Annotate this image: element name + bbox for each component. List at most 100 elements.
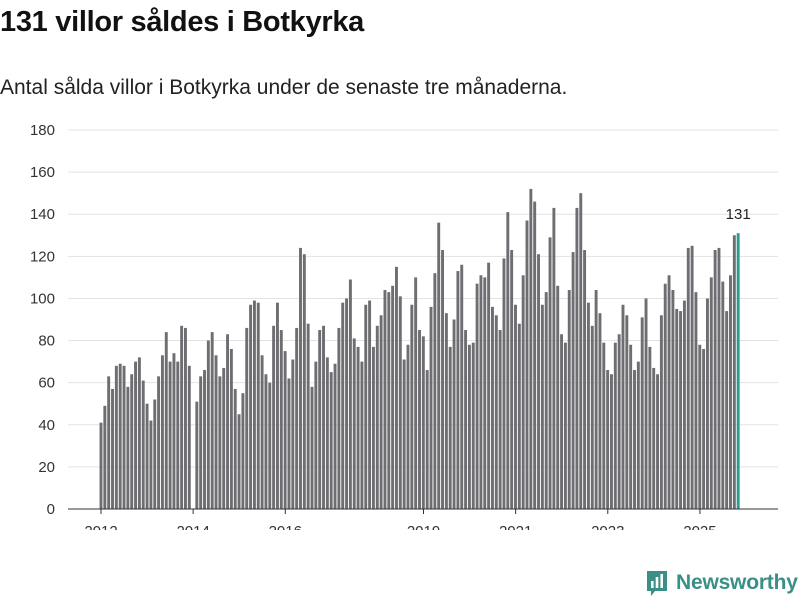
chart-subtitle: Antal sålda villor i Botkyrka under de s…	[0, 76, 568, 99]
bar	[548, 237, 552, 509]
bar	[111, 388, 114, 509]
y-tick-label: 60	[38, 375, 55, 392]
bar	[617, 334, 621, 509]
bar	[329, 372, 333, 509]
bar	[114, 365, 118, 509]
y-tick-label: 0	[47, 501, 55, 518]
bar	[544, 292, 548, 509]
bar	[99, 422, 103, 509]
bar	[560, 334, 564, 509]
bar	[287, 378, 291, 509]
bar	[483, 277, 487, 509]
bar	[341, 302, 345, 509]
bar	[732, 235, 736, 509]
bar	[713, 250, 717, 509]
bar	[705, 298, 709, 509]
y-tick-label: 80	[38, 333, 55, 350]
x-tick-label: 2023	[591, 523, 624, 530]
bar	[671, 290, 675, 509]
bar	[172, 353, 176, 509]
bar	[467, 344, 471, 509]
bar	[448, 346, 452, 509]
bar	[383, 290, 387, 509]
bar	[283, 351, 287, 509]
bar	[410, 304, 414, 509]
bar	[268, 382, 272, 509]
bar	[245, 327, 249, 509]
bar	[206, 340, 210, 509]
bar	[237, 414, 241, 509]
bar	[475, 283, 479, 509]
bar	[391, 285, 395, 509]
bar	[264, 374, 268, 509]
bar	[368, 300, 372, 509]
bar	[379, 315, 383, 509]
bar	[571, 252, 575, 509]
bar	[525, 220, 529, 509]
bar	[533, 201, 537, 509]
bar	[291, 359, 295, 509]
bar	[644, 298, 648, 509]
bar	[275, 302, 279, 509]
bar	[629, 344, 633, 509]
y-tick-label: 120	[30, 248, 55, 265]
bar	[702, 348, 706, 509]
bar	[433, 273, 437, 509]
bar	[164, 332, 168, 509]
bar	[371, 346, 375, 509]
bar	[636, 361, 640, 509]
bar	[184, 327, 187, 509]
bar	[214, 355, 218, 509]
brand-name: Newsworthy	[676, 571, 798, 594]
y-tick-label: 40	[38, 417, 55, 434]
bar	[610, 374, 613, 509]
bar	[137, 357, 141, 509]
bar	[279, 330, 283, 509]
bar	[425, 370, 429, 509]
bar	[682, 300, 686, 509]
bar	[145, 403, 149, 509]
bar	[456, 271, 460, 509]
newsworthy-logo-icon	[647, 571, 667, 596]
bar	[302, 254, 306, 509]
bar	[141, 380, 145, 509]
bar	[421, 336, 425, 509]
bar	[233, 388, 237, 509]
bar	[663, 283, 667, 509]
bar	[325, 357, 329, 509]
bar	[506, 212, 510, 509]
bar	[537, 254, 540, 509]
y-tick-label: 180	[30, 122, 55, 139]
y-tick-label: 140	[30, 206, 55, 223]
bar	[502, 258, 506, 509]
bar	[625, 315, 629, 509]
bar	[168, 361, 172, 509]
bar	[314, 361, 318, 509]
x-tick-label: 2021	[499, 523, 532, 530]
bar	[583, 250, 587, 509]
bar	[130, 374, 134, 509]
bar	[272, 325, 276, 509]
bar	[310, 386, 314, 509]
bar	[652, 367, 656, 509]
bar	[414, 277, 418, 509]
bar	[698, 344, 702, 509]
bar	[356, 346, 360, 509]
bar	[345, 298, 349, 509]
bar	[398, 296, 402, 509]
bar	[729, 275, 732, 509]
x-tick-label: 2016	[269, 523, 302, 530]
bar	[494, 315, 498, 509]
bar	[306, 323, 310, 509]
bar	[598, 313, 602, 509]
bar	[709, 277, 713, 509]
bar	[556, 285, 560, 509]
bar	[418, 330, 421, 509]
bar	[441, 250, 445, 509]
data-label-highlight: 131	[726, 206, 751, 223]
bar	[575, 207, 579, 509]
bar	[160, 355, 164, 509]
bar	[395, 266, 398, 509]
